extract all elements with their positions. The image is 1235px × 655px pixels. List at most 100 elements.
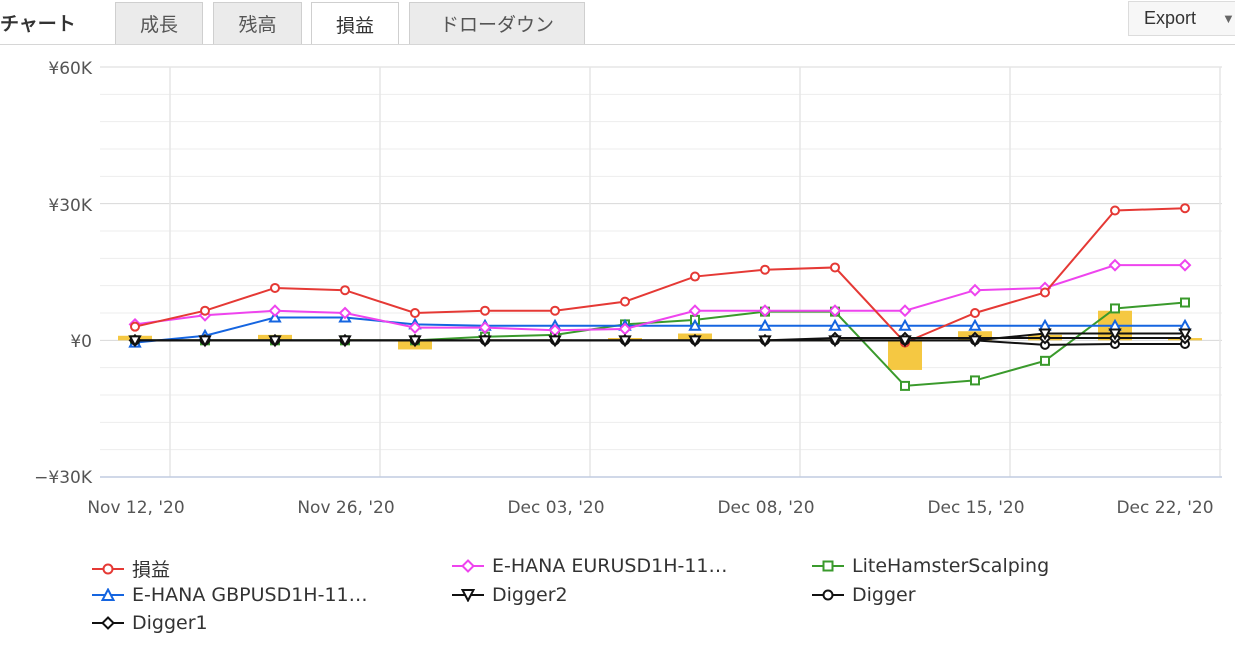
data-point (130, 321, 140, 332)
legend-label: Digger2 (492, 584, 568, 606)
data-point (480, 305, 490, 316)
y-tick-label: −¥30K (34, 468, 93, 488)
legend-label: E-HANA EURUSD1H-11… (492, 555, 728, 577)
data-point (1178, 318, 1192, 331)
series-line (134, 264, 1185, 332)
chevron-down-icon: ▼ (1222, 11, 1235, 26)
tab-drawdown[interactable]: ドローダウン (409, 2, 585, 44)
app-title: チャート (0, 13, 76, 35)
legend-marker-icon (812, 560, 844, 572)
legend: 損益 E-HANA EURUSD1H-11… LiteHamsterScalpi… (90, 555, 1190, 650)
data-point (270, 282, 280, 293)
data-point (828, 304, 842, 318)
legend-item-ehana-gbpusd[interactable]: E-HANA GBPUSD1H-11… (90, 584, 368, 606)
data-point (1110, 303, 1120, 314)
data-point (620, 296, 630, 307)
x-tick-label: Dec 22, '20 (1116, 498, 1213, 518)
data-point (970, 375, 980, 386)
x-tick-label: Nov 12, '20 (87, 498, 184, 518)
legend-marker-icon (92, 616, 124, 630)
axes: ¥60K ¥30K ¥0 −¥30K Nov 12, '20 Nov 26, '… (34, 59, 1213, 518)
profit-chart: ¥60K ¥30K ¥0 −¥30K Nov 12, '20 Nov 26, '… (34, 59, 1222, 518)
data-point (688, 304, 702, 318)
legend-label: E-HANA GBPUSD1H-11… (132, 584, 368, 606)
legend-marker-icon (92, 563, 124, 574)
legend-marker-icon (812, 589, 844, 601)
data-point (200, 305, 210, 316)
data-point (550, 305, 560, 316)
legend-item-profit[interactable]: 損益 (90, 555, 170, 582)
data-point (1038, 328, 1052, 341)
chart-header: チャート 成長 残高 損益 ドローダウン Export ▼ (0, 0, 1235, 45)
data-point (548, 335, 562, 348)
legend-marker-icon (452, 589, 484, 602)
tab-profit[interactable]: 損益 (311, 2, 399, 45)
data-point (1108, 328, 1122, 341)
data-point (268, 304, 282, 318)
data-point (968, 335, 982, 348)
header-divider (0, 44, 1235, 45)
data-point (338, 335, 352, 348)
grid (100, 66, 1222, 478)
legend-item-litehamster[interactable]: LiteHamsterScalping (810, 555, 1049, 577)
data-point (828, 335, 842, 348)
legend-item-digger[interactable]: Digger (810, 584, 916, 606)
data-point (618, 335, 632, 348)
y-tick-label: ¥0 (70, 332, 92, 352)
data-point (1040, 355, 1050, 366)
data-point (758, 318, 772, 331)
legend-label: Digger (852, 584, 916, 606)
data-point (268, 335, 282, 348)
data-point (1178, 328, 1192, 341)
data-point (970, 308, 980, 318)
data-point (478, 321, 492, 334)
data-point (968, 318, 982, 331)
data-point (760, 264, 770, 275)
data-point (898, 335, 912, 348)
legend-marker-icon (92, 588, 124, 601)
tab-balance[interactable]: 残高 (213, 2, 302, 44)
data-point (968, 283, 982, 297)
series-line (134, 207, 1186, 344)
legend-item-ehana-eurusd[interactable]: E-HANA EURUSD1H-11… (450, 555, 728, 577)
data-point (1108, 258, 1122, 272)
data-point (900, 380, 910, 391)
data-point (410, 308, 420, 318)
x-tick-label: Dec 08, '20 (717, 498, 814, 518)
data-point (690, 271, 700, 282)
legend-label: 損益 (132, 559, 171, 581)
export-label: Export (1144, 8, 1197, 28)
tab-growth[interactable]: 成長 (115, 2, 203, 44)
x-tick-label: Dec 15, '20 (927, 498, 1024, 518)
series-line (134, 316, 1185, 344)
legend-marker-icon (452, 559, 484, 573)
series-line (135, 332, 1185, 342)
legend-item-digger1[interactable]: Digger1 (90, 612, 208, 634)
data-point (1180, 203, 1190, 214)
legend-item-digger2[interactable]: Digger2 (450, 584, 568, 606)
y-tick-label: ¥60K (48, 59, 92, 79)
data-point (408, 335, 422, 348)
export-button[interactable]: Export ▼ (1128, 1, 1235, 36)
data-point (898, 304, 912, 318)
data-point (408, 321, 422, 334)
line-series (128, 203, 1192, 391)
data-point (338, 306, 352, 320)
data-point (830, 262, 840, 273)
legend-label: Digger1 (132, 612, 208, 634)
data-point (198, 335, 212, 348)
x-tick-label: Nov 26, '20 (297, 498, 394, 518)
data-point (688, 335, 702, 348)
data-point (1110, 205, 1120, 216)
data-point (758, 304, 772, 318)
y-tick-label: ¥30K (48, 196, 92, 216)
data-point (1038, 318, 1052, 331)
data-point (340, 285, 350, 296)
data-point (1180, 297, 1190, 308)
data-point (688, 318, 702, 331)
legend-label: LiteHamsterScalping (852, 555, 1050, 577)
x-tick-label: Dec 03, '20 (507, 498, 604, 518)
data-point (1040, 287, 1050, 298)
data-point (828, 318, 842, 331)
data-point (478, 335, 492, 348)
